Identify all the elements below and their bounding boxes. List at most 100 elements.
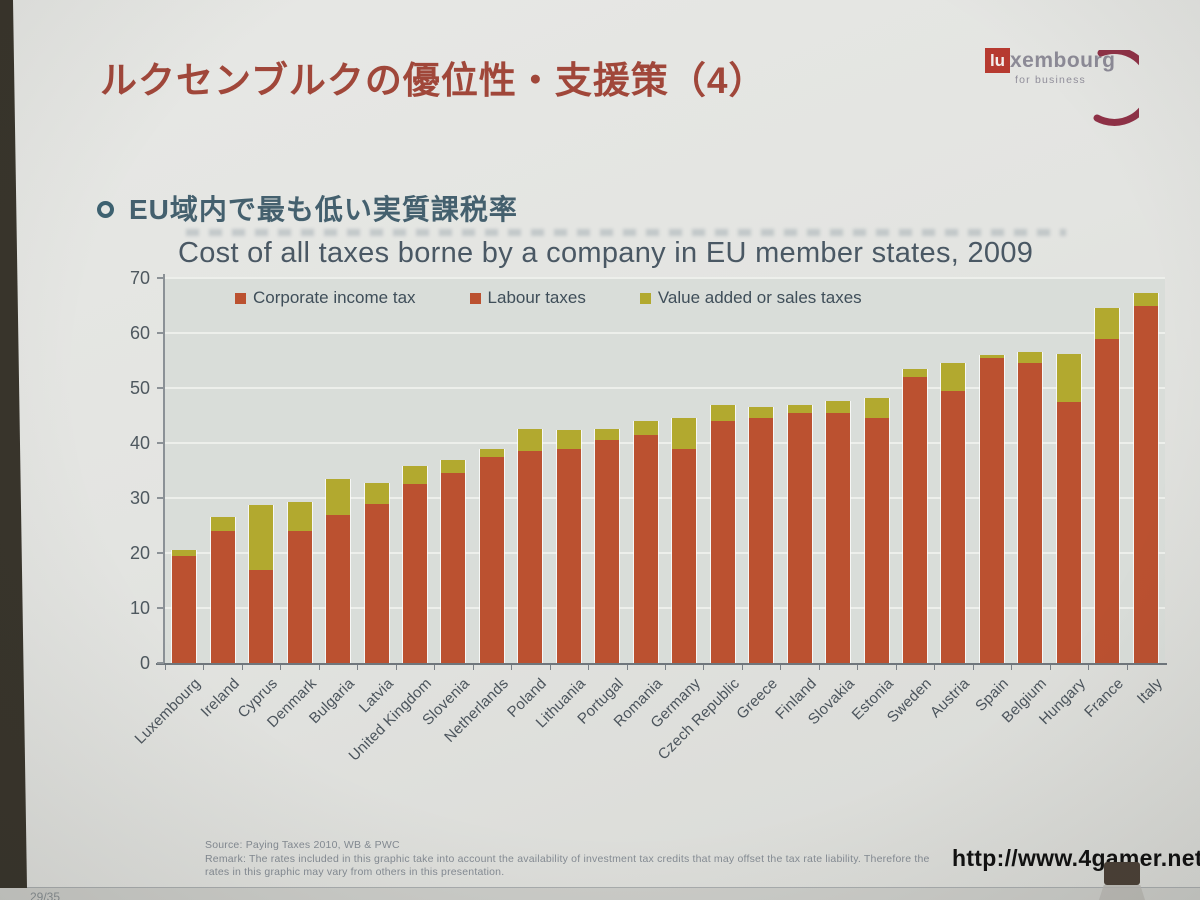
segment-vat [479, 448, 504, 457]
segment-income-labour [1056, 401, 1081, 663]
bar-lithuania [555, 429, 582, 663]
y-axis-line [163, 274, 165, 665]
x-tick [472, 665, 474, 670]
segment-vat [633, 421, 658, 435]
gridline-10 [165, 607, 1165, 609]
logo-swoosh-icon [1093, 50, 1139, 126]
segment-vat [903, 368, 927, 377]
y-label-10: 10 [129, 598, 150, 618]
bar-portugal [594, 429, 621, 663]
bar-poland [517, 429, 544, 663]
segment-vat [787, 405, 812, 413]
x-tick [511, 665, 513, 670]
x-tick [1088, 665, 1090, 670]
x-tick [895, 665, 897, 670]
segment-vat [249, 504, 274, 570]
segment-vat [556, 429, 581, 449]
gridline-30 [165, 497, 1165, 499]
segment-income-labour [826, 412, 851, 663]
bar-sweden [902, 368, 928, 663]
legend-label: Labour taxes [487, 288, 586, 307]
segment-income-labour [479, 456, 504, 663]
x-tick [318, 665, 320, 670]
segment-income-labour [518, 451, 543, 663]
object-cap [1104, 862, 1140, 885]
gridline-40 [165, 442, 1165, 444]
chart-plot-area: Corporate income tax Labour taxes Value ad… [156, 274, 1167, 670]
bar-slovakia [825, 401, 852, 663]
segment-income-labour [326, 514, 351, 663]
bar-luxembourg [171, 550, 198, 663]
x-axis-line [156, 663, 1167, 665]
legend-item-value-added-or-sales-taxes: Value added or sales taxes [639, 288, 862, 308]
segment-vat [441, 459, 466, 474]
segment-income-labour [172, 555, 197, 663]
segment-vat [941, 363, 966, 391]
bar-spain [978, 355, 1005, 663]
y-label-60: 60 [129, 323, 150, 343]
segment-income-labour [864, 418, 889, 663]
segment-vat [749, 407, 774, 419]
segment-vat [518, 429, 543, 452]
segment-income-labour [403, 484, 427, 663]
segment-income-labour [749, 418, 774, 663]
x-tick [741, 665, 743, 670]
segment-vat [672, 418, 697, 449]
segment-income-labour [249, 569, 274, 663]
remark-line: Remark: The rates included in this graph… [205, 852, 930, 865]
bar-austria [940, 363, 967, 663]
projector-ghost-artifact [186, 229, 1066, 236]
segment-income-labour [556, 448, 581, 663]
x-tick [703, 665, 705, 670]
x-tick [165, 665, 166, 670]
bar-belgium [1017, 352, 1044, 663]
segment-income-labour [1095, 338, 1120, 663]
bar-estonia [863, 397, 890, 663]
x-tick [972, 665, 974, 670]
segment-vat [287, 502, 312, 531]
x-tick [626, 665, 628, 670]
legend-swatch-icon [639, 292, 651, 304]
bar-slovenia [440, 459, 467, 663]
y-tick-10 [157, 607, 164, 609]
y-tick-0 [157, 662, 164, 664]
bullet-circle-icon [97, 201, 114, 218]
segment-income-labour [979, 357, 1004, 663]
section-heading: EU域内で最も低い実質課税率 [129, 194, 518, 225]
slide-title: ルクセンブルクの優位性・支援策（4） [100, 60, 767, 101]
y-tick-60 [157, 332, 164, 334]
logo-wordmark-text: xembourg [1010, 48, 1116, 72]
segment-income-labour [441, 473, 466, 663]
bar-romania [632, 421, 659, 663]
y-axis-labels: 0 10 20 30 40 50 60 70 [112, 268, 158, 673]
y-tick-20 [157, 552, 164, 554]
segment-vat [172, 550, 197, 556]
x-tick [857, 665, 859, 670]
segment-income-labour [941, 390, 966, 663]
x-axis-labels: Luxembourg Ireland Cyprus Denmark Bulgaria La… [132, 663, 1175, 803]
y-label-20: 20 [129, 543, 150, 563]
legend-label: Value added or sales taxes [657, 288, 862, 307]
gridline-60 [165, 332, 1165, 334]
legend-swatch-icon [235, 292, 246, 304]
source-note: Source: Paying Taxes 2010, WB & PWC Rema… [205, 839, 965, 880]
bar-latvia [363, 482, 390, 663]
photo-bottom-edge [0, 887, 1200, 900]
bar-finland [786, 405, 813, 663]
logo-lu-box: lu [985, 48, 1010, 73]
legend-swatch-icon [469, 292, 481, 304]
segment-vat [1095, 307, 1120, 339]
y-label-70: 70 [129, 268, 150, 288]
x-tick [1049, 665, 1051, 670]
foreground-object-silhouette [1098, 862, 1146, 900]
segment-vat [1018, 352, 1043, 364]
y-label-40: 40 [129, 433, 150, 453]
y-label-30: 30 [129, 488, 150, 508]
x-tick [203, 665, 205, 670]
bar-hungary [1055, 353, 1082, 663]
bar-netherlands [478, 448, 505, 663]
bar-cyprus [248, 504, 275, 663]
x-tick [934, 665, 936, 670]
x-tick [1011, 665, 1013, 670]
